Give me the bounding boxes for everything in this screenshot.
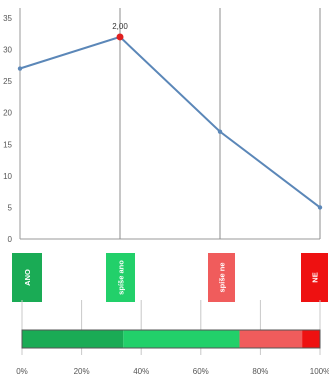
bar-segment — [22, 330, 124, 348]
category-labels: ANO spíše ano spíše ne NE — [12, 253, 328, 302]
y-tick-label: 35 — [3, 14, 12, 23]
bar-segment — [302, 330, 320, 348]
category-box — [12, 253, 42, 302]
bar-outline — [21, 329, 321, 349]
y-tick-label: 30 — [3, 46, 12, 55]
y-tick-label: 5 — [8, 203, 13, 212]
x-tick-label: 100% — [310, 367, 329, 376]
category-label: ANO — [23, 269, 32, 286]
x-tick-label: 60% — [193, 367, 209, 376]
category-box — [208, 253, 235, 302]
x-tick-label: 0% — [16, 367, 28, 376]
category-box — [301, 253, 328, 302]
x-tick-labels: 0% 20% 40% 60% 80% 100% — [16, 367, 329, 376]
data-points — [17, 33, 323, 210]
x-tick-label: 40% — [133, 367, 149, 376]
category-box — [106, 253, 135, 302]
y-tick-label: 10 — [3, 172, 12, 181]
y-tick-label: 25 — [3, 77, 12, 86]
y-tick-label: 0 — [8, 235, 13, 244]
bar-segment — [123, 330, 240, 348]
y-tick-label: 20 — [3, 109, 12, 118]
category-label: NE — [311, 272, 320, 282]
data-point — [217, 129, 223, 134]
point-annotation: 2,00 — [112, 22, 128, 31]
stacked-bar-chart: 0% 20% 40% 60% 80% 100% — [16, 300, 329, 376]
bar-segment — [239, 330, 303, 348]
line-chart: 0 5 10 15 20 25 30 35 2,00 — [3, 8, 323, 244]
y-tick-labels: 0 5 10 15 20 25 30 35 — [3, 14, 12, 244]
category-label: spíše ne — [218, 262, 227, 292]
y-tick-label: 15 — [3, 140, 12, 149]
data-point — [17, 66, 23, 71]
data-point — [116, 33, 124, 41]
gridlines — [119, 8, 321, 239]
category-label: spíše ano — [117, 260, 126, 295]
bar-segments — [22, 330, 320, 348]
x-tick-label: 20% — [74, 367, 90, 376]
data-point — [317, 205, 323, 210]
series-line — [19, 35, 321, 209]
x-tick-label: 80% — [252, 367, 268, 376]
